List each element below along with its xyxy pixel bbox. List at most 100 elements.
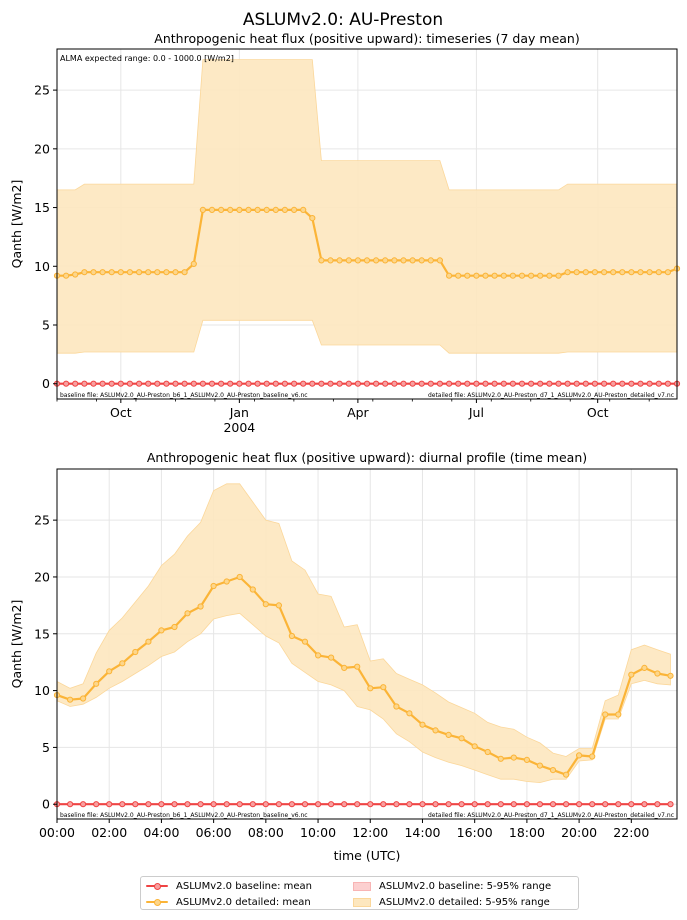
detailed-range-band <box>56 59 678 354</box>
x-tick-label: 04:00 <box>143 825 179 840</box>
x-tick-label: 12:00 <box>352 825 388 840</box>
baseline-point <box>210 801 217 808</box>
detailed-point <box>382 257 389 264</box>
detailed-point <box>427 257 434 264</box>
detailed-point <box>197 603 204 610</box>
baseline-point <box>382 380 389 387</box>
baseline-point <box>263 380 270 387</box>
detailed-point <box>236 573 243 581</box>
detailed-point <box>263 206 270 213</box>
detailed-point <box>518 272 526 279</box>
detailed-range-band <box>56 483 671 784</box>
detailed-point <box>132 648 139 656</box>
baseline-point <box>509 380 517 387</box>
detailed-point <box>471 743 478 750</box>
detailed-point <box>536 762 544 769</box>
detailed-point <box>227 206 234 213</box>
legend-line-marker-icon <box>146 896 168 908</box>
detailed-point <box>262 601 269 608</box>
baseline-point <box>628 380 635 387</box>
baseline-point <box>555 380 562 387</box>
baseline-point <box>136 380 143 387</box>
detailed-point <box>190 260 197 267</box>
baseline-point <box>473 380 480 387</box>
detailed-point <box>363 257 371 264</box>
y-tick-label: 20 <box>34 141 50 156</box>
baseline-point <box>363 380 371 387</box>
baseline-point <box>500 380 507 387</box>
timeseries-series <box>53 206 681 387</box>
timeseries-title: Anthropogenic heat flux (positive upward… <box>154 31 579 46</box>
legend-label: ASLUMv2.0 baseline: 5-95% range <box>379 880 552 892</box>
baseline-point <box>99 380 106 387</box>
detailed-point <box>354 663 361 670</box>
detailed-point <box>646 269 653 276</box>
timeseries-panel: Anthropogenic heat flux (positive upward… <box>9 31 681 435</box>
detailed-point <box>610 269 617 276</box>
detailed-point <box>275 602 282 609</box>
baseline-point <box>615 801 622 808</box>
detailed-point <box>628 671 635 678</box>
baseline-point <box>576 801 583 808</box>
y-tick-label: 5 <box>42 740 50 755</box>
detailed-point <box>99 269 106 276</box>
baseline-point <box>591 380 599 387</box>
baseline-point <box>354 380 361 387</box>
detailed-point <box>589 753 596 760</box>
baseline-point <box>354 801 361 808</box>
detailed-point <box>591 269 599 276</box>
baseline-point <box>628 801 635 808</box>
baseline-point <box>336 380 343 387</box>
baseline-point <box>528 380 535 387</box>
diurnal-series <box>53 573 674 808</box>
detailed-point <box>582 269 589 276</box>
detailed-point <box>419 721 426 728</box>
detailed-point <box>301 638 309 645</box>
baseline-point <box>328 801 335 808</box>
detailed-point <box>446 272 453 279</box>
detailed-point <box>458 735 465 742</box>
detailed-point <box>380 684 387 691</box>
x-tick-label: 18:00 <box>509 825 545 840</box>
detailed-point <box>163 269 170 276</box>
baseline-point <box>406 801 413 808</box>
baseline-point <box>573 380 580 387</box>
detailed-point <box>318 257 325 264</box>
baseline-point <box>523 801 531 808</box>
detailed-point <box>199 206 206 213</box>
timeseries-frame <box>56 48 678 400</box>
detailed-point <box>523 756 531 764</box>
x-tick-label: 14:00 <box>404 825 440 840</box>
detailed-point <box>136 269 143 276</box>
detailed-point <box>615 711 622 718</box>
legend-marker <box>154 899 161 906</box>
detailed-point <box>500 272 507 279</box>
x-tick-label: Jan <box>229 405 249 420</box>
detailed-point <box>90 269 97 276</box>
diurnal-range-bands <box>56 483 671 784</box>
baseline-point <box>262 801 269 808</box>
baseline-point <box>391 380 398 387</box>
baseline-point <box>619 380 626 387</box>
alma-range-annotation: ALMA expected range: 0.0 - 1000.0 [W/m2] <box>60 54 234 63</box>
x-tick-label: Apr <box>347 405 369 420</box>
baseline-point <box>126 380 133 387</box>
baseline-point <box>419 801 426 808</box>
x-tick-label: 00:00 <box>39 825 75 840</box>
detailed-point <box>482 272 489 279</box>
detailed-point <box>667 672 674 679</box>
baseline-point <box>80 801 87 808</box>
detailed-point <box>406 710 413 717</box>
baseline-point <box>418 380 425 387</box>
x-tick-label: 08:00 <box>248 825 284 840</box>
baseline-point <box>108 380 115 387</box>
diurnal-baseline-file: baseline file: ASLUMv2.0_AU-Preston_b6_1… <box>60 812 308 819</box>
diurnal-panel: Anthropogenic heat flux (positive upward… <box>9 450 678 863</box>
diurnal-title: Anthropogenic heat flux (positive upward… <box>147 450 587 465</box>
detailed-point <box>208 206 216 213</box>
baseline-point <box>601 380 608 387</box>
detailed-point <box>158 627 165 634</box>
baseline-point <box>667 801 674 808</box>
x-tick-label: 10:00 <box>300 825 336 840</box>
baseline-point <box>446 380 453 387</box>
